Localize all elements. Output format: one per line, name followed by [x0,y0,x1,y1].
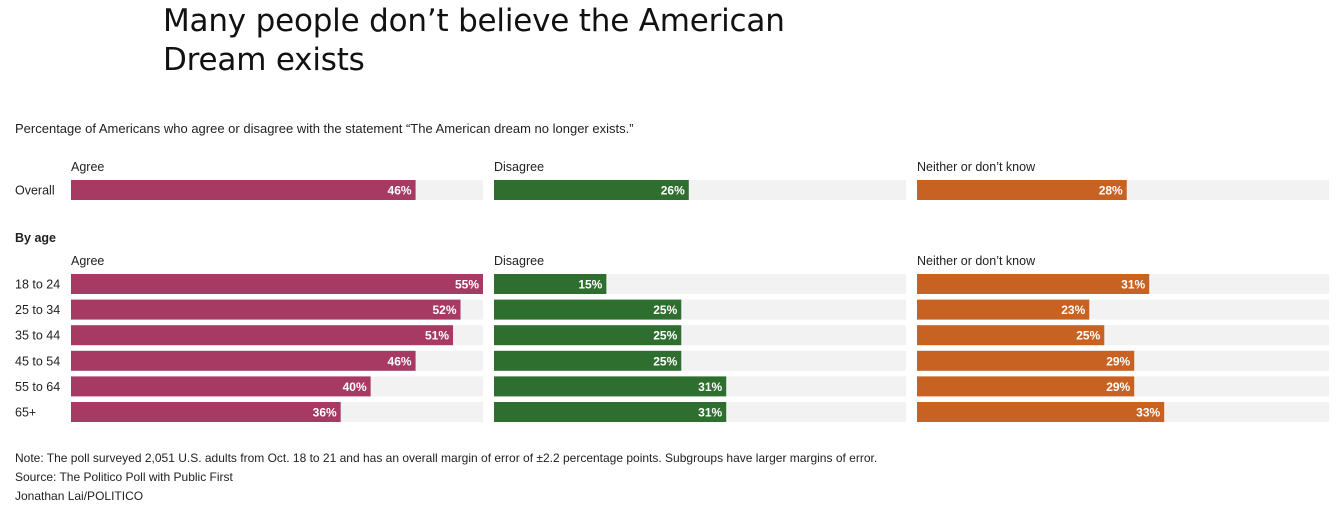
bar-neither [917,180,1127,200]
data-label-neither: 28% [1099,184,1123,198]
bar-disagree [494,180,689,200]
series-header-disagree: Disagree [494,254,544,268]
series-header-agree: Agree [71,254,104,268]
row-label: 65+ [15,406,36,420]
chart-title: Many people don’t believe the American D… [163,3,785,78]
bar-agree [71,274,483,294]
bar-agree [71,402,341,422]
data-label-disagree: 25% [653,329,677,343]
data-label-agree: 40% [343,380,367,394]
data-label-agree: 55% [455,278,479,292]
data-label-disagree: 26% [661,184,685,198]
data-label-disagree: 15% [578,278,602,292]
chart-notes: Note: The poll surveyed 2,051 U.S. adult… [15,449,877,506]
source-text: Source: The Politico Poll with Public Fi… [15,470,233,484]
data-label-disagree: 25% [653,303,677,317]
bar-agree [71,325,454,346]
data-label-disagree: 25% [653,354,677,368]
data-label-agree: 46% [388,354,412,368]
data-label-neither: 33% [1136,406,1160,420]
bar-neither [917,274,1150,294]
data-label-agree: 52% [432,303,456,317]
data-label-agree: 46% [388,184,412,198]
bar-neither [917,402,1165,422]
bar-disagree [494,350,682,371]
bar-agree [71,350,416,371]
data-label-neither: 31% [1121,278,1145,292]
data-label-neither: 23% [1061,303,1085,317]
data-label-neither: 25% [1076,329,1100,343]
row-label: 35 to 44 [15,329,60,343]
bar-neither [917,299,1090,320]
bar-disagree [494,299,682,320]
bar-disagree [494,376,727,397]
series-header-disagree: Disagree [494,160,544,174]
data-label-agree: 51% [425,329,449,343]
bar-disagree [494,325,682,346]
data-label-neither: 29% [1106,380,1130,394]
row-label: 25 to 34 [15,303,60,317]
bar-neither [917,376,1135,397]
row-label: Overall [15,184,55,198]
bar-agree [71,376,371,397]
bar-disagree [494,402,727,422]
bar-agree [71,299,461,320]
data-label-neither: 29% [1106,354,1130,368]
series-header-agree: Agree [71,160,104,174]
row-label: 55 to 64 [15,380,60,394]
row-label: 45 to 54 [15,354,60,368]
data-label-agree: 36% [313,406,337,420]
bar-neither [917,350,1135,371]
bar-agree [71,180,416,200]
credit-text: Jonathan Lai/POLITICO [15,489,144,503]
series-header-neither: Neither or don’t know [917,160,1036,174]
data-label-disagree: 31% [698,406,722,420]
data-label-disagree: 31% [698,380,722,394]
bar-neither [917,325,1105,346]
series-header-neither: Neither or don’t know [917,254,1036,268]
row-label: 18 to 24 [15,278,60,292]
chart-subtitle: Percentage of Americans who agree or dis… [15,121,634,136]
note-text: Note: The poll surveyed 2,051 U.S. adult… [15,451,878,465]
group-label: By age [15,231,56,245]
bar-disagree [494,274,607,294]
